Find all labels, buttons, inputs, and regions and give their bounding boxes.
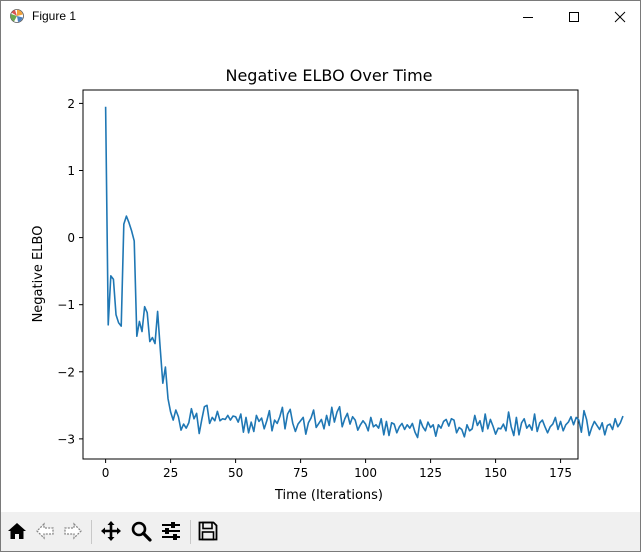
close-icon [614,11,626,22]
chart-title: Negative ELBO Over Time [225,66,432,85]
configure-subplots-button[interactable] [158,518,184,544]
minimize-icon [523,16,533,18]
toolbar-separator [190,520,191,544]
title-bar[interactable]: Figure 1 [1,1,640,32]
figure-canvas[interactable]: Negative ELBO Over Time 0 25 50 75 100 125 150… [1,32,640,512]
x-tick-label: 0 [102,466,110,480]
y-tick-label: −1 [57,298,75,312]
save-button[interactable] [195,518,221,544]
x-tick-label: 125 [419,466,442,480]
y-axis-ticks: 2 1 0 −1 −2 −3 [57,97,83,446]
window-title: Figure 1 [32,9,77,23]
maximize-button[interactable] [551,1,597,32]
home-button[interactable] [4,518,30,544]
zoom-icon [131,521,152,542]
navigation-toolbar [1,512,640,551]
x-tick-label: 100 [354,466,377,480]
toolbar-separator [91,520,92,544]
forward-button[interactable] [60,518,86,544]
zoom-button[interactable] [128,518,154,544]
x-tick-label: 175 [549,466,572,480]
pan-button[interactable] [98,518,124,544]
y-tick-label: −3 [57,432,75,446]
home-icon [8,523,26,539]
y-tick-label: 1 [67,164,75,178]
configure-subplots-icon [162,522,180,540]
x-tick-label: 75 [293,466,308,480]
x-axis-ticks: 0 25 50 75 100 125 150 175 [102,459,572,480]
y-axis-label: Negative ELBO [31,226,46,323]
save-icon [198,521,218,541]
x-tick-label: 50 [228,466,243,480]
minimize-button[interactable] [505,1,551,32]
maximize-icon [569,11,579,22]
series-line [104,106,624,439]
back-icon [36,522,54,540]
line-chart[interactable]: Negative ELBO Over Time 0 25 50 75 100 125 150… [1,32,640,512]
forward-icon [64,522,82,540]
x-axis-label: Time (Iterations) [274,488,383,503]
y-tick-label: −2 [57,365,75,379]
y-tick-label: 0 [67,231,75,245]
matplotlib-icon [9,8,25,24]
plot-area [82,89,579,460]
y-tick-label: 2 [67,97,75,111]
close-button[interactable] [597,1,641,32]
x-tick-label: 150 [484,466,507,480]
pan-icon [101,521,121,541]
back-button[interactable] [32,518,58,544]
x-tick-label: 25 [163,466,178,480]
